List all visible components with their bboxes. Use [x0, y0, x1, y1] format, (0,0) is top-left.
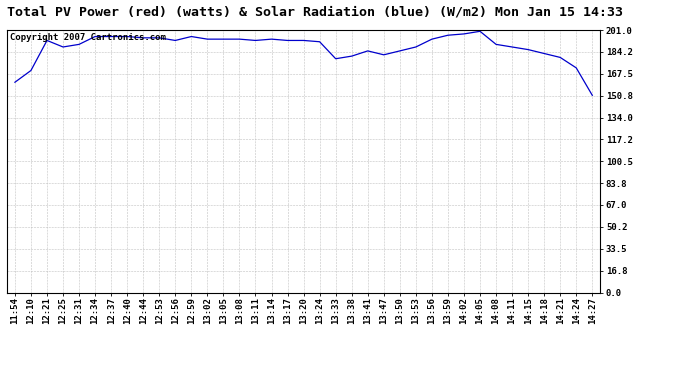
- Text: Total PV Power (red) (watts) & Solar Radiation (blue) (W/m2) Mon Jan 15 14:33: Total PV Power (red) (watts) & Solar Rad…: [7, 6, 623, 19]
- Text: Copyright 2007 Cartronics.com: Copyright 2007 Cartronics.com: [10, 33, 166, 42]
